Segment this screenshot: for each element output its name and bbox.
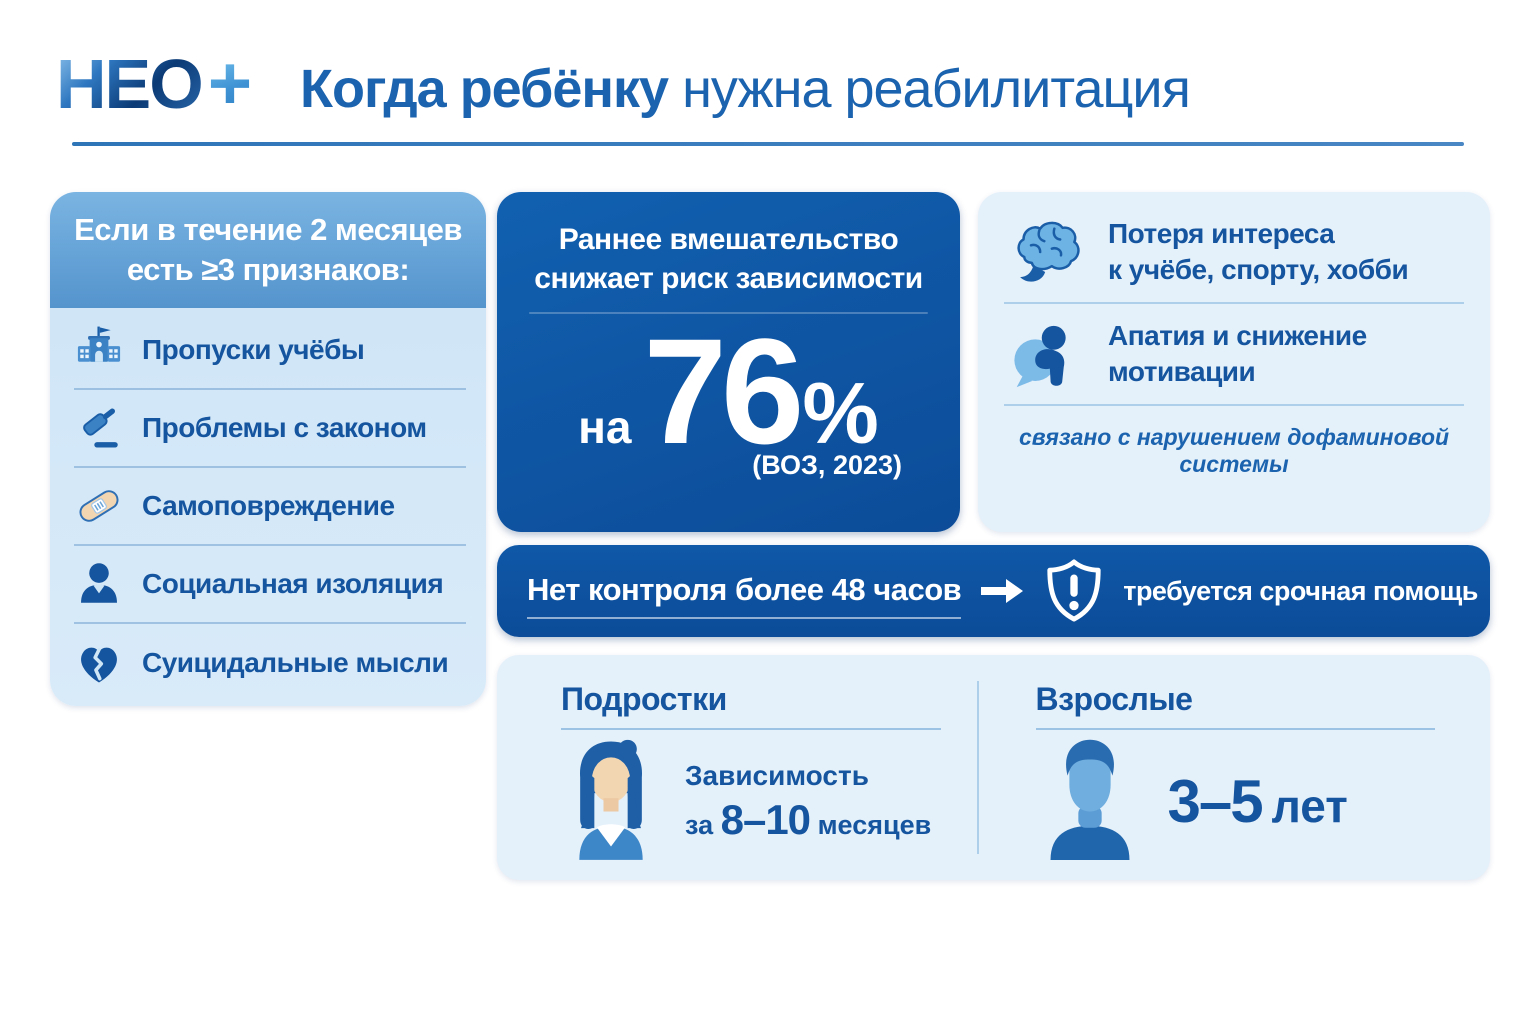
stat-source: (ВОЗ, 2023)	[752, 450, 902, 480]
teens-line1: Зависимость	[685, 759, 869, 791]
stat-percent-sign: %	[802, 366, 879, 462]
signs-panel: Если в течение 2 месяцев есть ≥3 признак…	[50, 192, 486, 706]
symptoms-panel: Потеря интереса к учёбе, спорту, хобби А…	[978, 192, 1490, 532]
page-title-bold: Когда ребёнку	[300, 59, 669, 119]
bandage-icon	[74, 481, 124, 531]
page-title-regular: нужна реабилитация	[682, 59, 1191, 119]
list-item: Пропуски учёбы	[74, 312, 466, 390]
list-item: Самоповреждение	[74, 468, 466, 546]
timeline-panel: Подростки Зависимость за 8	[497, 655, 1490, 880]
adults-value-suffix: лет	[1271, 780, 1348, 832]
stat-value-row: на 76 %	[497, 316, 960, 466]
sign-label: Пропуски учёбы	[142, 334, 365, 365]
stat-divider	[529, 312, 928, 314]
symptom-line2: к учёбе, спорту, хобби	[1108, 254, 1409, 285]
teens-value: 8–10	[720, 795, 811, 843]
school-icon	[74, 325, 124, 375]
logo-plus-icon: +	[207, 41, 252, 126]
gavel-icon	[74, 403, 124, 453]
page-title: Когда ребёнку нужна реабилитация	[300, 58, 1191, 120]
list-item: Проблемы с законом	[74, 390, 466, 468]
symptoms-footnote: связано с нарушением дофаминовой системы	[1018, 424, 1450, 477]
symptom-line1: Потеря интереса	[1108, 218, 1335, 250]
header-divider	[72, 142, 1464, 146]
stat-heading-line1: Раннее вмешательство	[558, 223, 899, 256]
teen-girl-avatar	[561, 738, 661, 865]
early-intervention-stat-panel: Раннее вмешательство снижает риск зависи…	[497, 192, 960, 532]
signs-title-line2: есть ≥3 признаков:	[126, 252, 410, 287]
signs-panel-title: Если в течение 2 месяцев есть ≥3 признак…	[50, 192, 486, 308]
list-item: Потеря интереса к учёбе, спорту, хобби	[1004, 202, 1464, 304]
teens-title: Подростки	[561, 681, 727, 717]
sign-label: Самоповреждение	[142, 490, 395, 521]
adults-value-text: 3–5 лет	[1168, 767, 1348, 836]
teens-value-suffix: месяцев	[817, 809, 932, 840]
sign-label: Проблемы с законом	[142, 412, 427, 443]
list-item: Социальная изоляция	[74, 546, 466, 624]
neo-plus-logo: НЕО +	[56, 41, 252, 126]
list-item: Апатия и снижение мотивации	[1004, 304, 1464, 406]
teens-value-prefix: за	[685, 809, 714, 840]
teens-line2: за 8–10 месяцев	[685, 796, 931, 844]
stat-value: 76	[643, 307, 805, 475]
adult-man-avatar	[1036, 738, 1144, 865]
symptom-text: Апатия и снижение мотивации	[1108, 318, 1367, 390]
signs-list: Пропуски учёбы Проблемы с законом	[50, 308, 486, 702]
adults-content-row: 3–5 лет	[1036, 738, 1471, 865]
teens-content-row: Зависимость за 8–10 месяцев	[561, 738, 974, 865]
alert-action: требуется срочная помощь	[1123, 575, 1478, 606]
urgent-help-alert-band: Нет контроля более 48 часов требуется ср…	[497, 545, 1490, 637]
symptom-line1: Апатия и снижение	[1108, 320, 1367, 352]
stat-heading-line2: снижает риск зависимости	[534, 262, 923, 295]
sign-label: Социальная изоляция	[142, 568, 444, 599]
adults-value: 3–5	[1167, 768, 1264, 835]
symptom-line2: мотивации	[1108, 356, 1256, 387]
adults-title-underline	[1035, 728, 1436, 730]
teens-title-underline	[561, 728, 941, 730]
signs-title-line1: Если в течение 2 месяцев	[74, 211, 462, 247]
adults-column: Взрослые 3–5 лет	[994, 655, 1491, 880]
broken-heart-icon	[74, 638, 124, 688]
sign-label: Суицидальные мысли	[142, 647, 449, 678]
adults-title: Взрослые	[1035, 681, 1193, 717]
teens-column: Подростки Зависимость за 8	[497, 655, 994, 880]
logo-text: НЕО	[56, 45, 204, 123]
apathy-person-icon	[1004, 317, 1088, 391]
symptom-text: Потеря интереса к учёбе, спорту, хобби	[1108, 216, 1409, 288]
brain-icon	[1004, 212, 1088, 292]
stat-heading: Раннее вмешательство снижает риск зависи…	[497, 192, 960, 298]
timeline-vertical-divider	[976, 681, 979, 854]
arrow-right-icon	[979, 577, 1025, 605]
person-icon	[74, 559, 124, 609]
alert-condition: Нет контроля более 48 часов	[527, 572, 962, 619]
list-item: Суицидальные мысли	[74, 624, 466, 702]
stat-prefix: на	[578, 401, 632, 453]
teens-text: Зависимость за 8–10 месяцев	[685, 760, 931, 844]
shield-exclamation-icon	[1043, 558, 1105, 624]
